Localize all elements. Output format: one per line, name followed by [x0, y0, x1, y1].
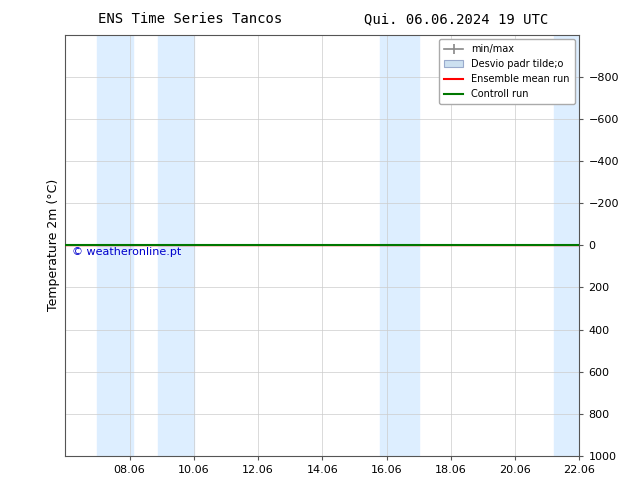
- Legend: min/max, Desvio padr tilde;o, Ensemble mean run, Controll run: min/max, Desvio padr tilde;o, Ensemble m…: [439, 40, 574, 104]
- Bar: [553, 35, 579, 456]
- Y-axis label: Temperature 2m (°C): Temperature 2m (°C): [47, 179, 60, 312]
- Bar: [158, 35, 194, 456]
- Bar: [98, 35, 133, 456]
- Text: © weatheronline.pt: © weatheronline.pt: [72, 247, 181, 257]
- Text: Qui. 06.06.2024 19 UTC: Qui. 06.06.2024 19 UTC: [365, 12, 548, 26]
- Bar: [380, 35, 419, 456]
- Text: ENS Time Series Tancos: ENS Time Series Tancos: [98, 12, 282, 26]
